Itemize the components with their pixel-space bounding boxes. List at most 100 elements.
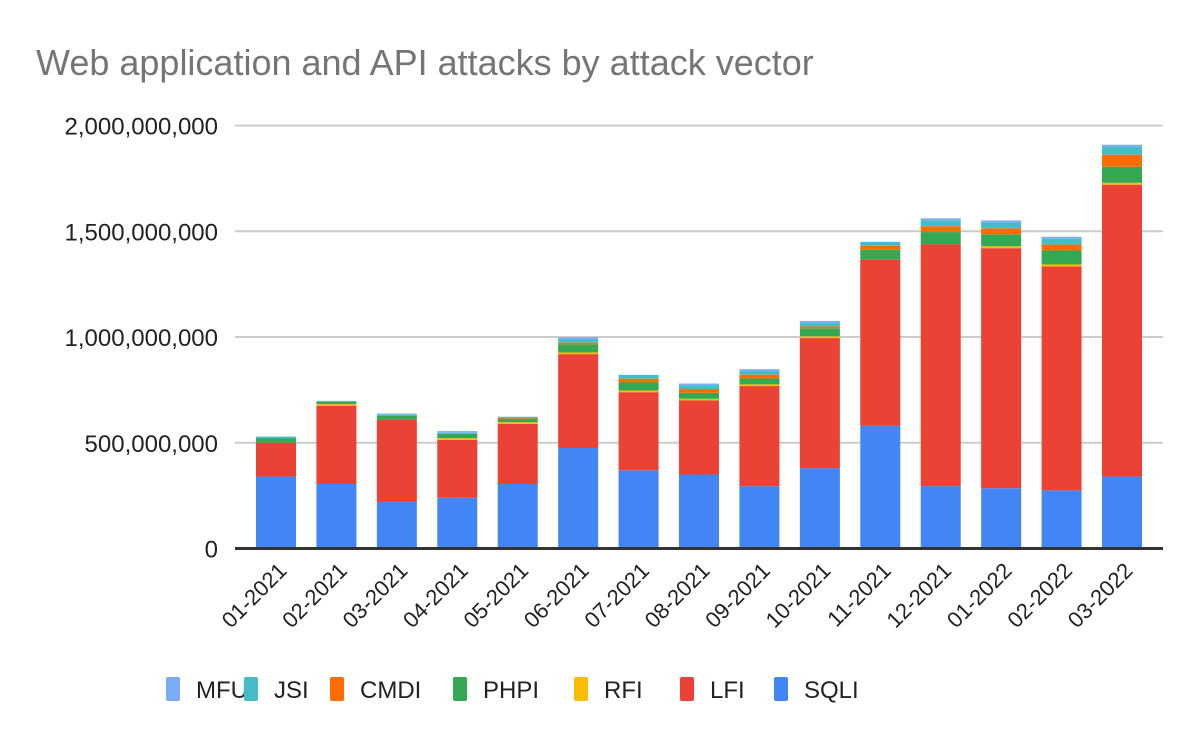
bar-segment-cmdi [1102,154,1143,167]
y-tick-label: 500,000,000 [85,431,218,458]
bar-segment-mfu [437,431,478,433]
bar-segment-sqli [376,501,417,549]
bar-segment-cmdi [618,378,659,383]
bar-segment-jsi [1041,238,1082,245]
bar-segment-phpi [437,433,478,439]
bar-segment-phpi [618,382,659,391]
bar-segment-mfu [1041,236,1082,239]
legend-swatch [680,677,694,701]
chart-title: Web application and API attacks by attac… [36,42,814,83]
bar-segment-jsi [981,222,1022,229]
bar-segment-jsi [920,220,961,227]
bar-segment-mfu [558,337,599,339]
bar-segment-mfu [376,413,417,415]
x-axis-ticks: 01-202102-202103-202104-202105-202106-20… [217,558,1138,633]
bar-segment-lfi [920,244,961,487]
bar-segment-phpi [1102,166,1143,183]
bar-segment-jsi [618,374,659,379]
legend-item-phpi: PHPI [453,677,539,704]
x-tick-label: 09-2021 [700,558,775,633]
bar-segment-mfu [920,218,961,221]
bar-segment-jsi [679,385,720,390]
legend-item-cmdi: CMDI [330,677,421,704]
x-tick-label: 02-2021 [277,558,352,633]
bar-segment-jsi [497,416,538,418]
bar-segment-mfu [981,220,1022,223]
bar-segment-cmdi [920,226,961,233]
legend-item-jsi: JSI [244,677,309,704]
bar-segment-lfi [256,442,296,477]
bar-segment-lfi [1041,266,1082,491]
bar-segment-phpi [376,415,417,420]
bar-segment-sqli [981,488,1022,549]
bar-segment-sqli [860,425,901,549]
bar-segment-lfi [376,419,417,502]
bar-segment-sqli [437,497,478,549]
x-tick-label: 06-2021 [519,558,594,633]
bar-segment-rfi [981,246,1022,249]
legend-label: RFI [604,677,643,704]
bar-segment-rfi [497,422,538,424]
legend-swatch [244,677,258,701]
bar-segment-sqli [799,468,840,549]
bar-segment-sqli [739,486,780,549]
bar-segment-cmdi [558,342,599,345]
legend: MFU JSI CMDI PHPI RFI LFI SQLI [166,677,859,704]
bar-segment-lfi [981,248,1022,489]
bar-segment-phpi [497,418,538,423]
y-axis-ticks: 0 500,000,000 1,000,000,000 1,500,000,000 2,… [65,114,218,564]
bar-stack-03-2022 [1102,144,1143,549]
bar-segment-jsi [799,322,840,327]
bar-segment-cmdi [860,245,901,250]
legend-label: MFU [196,677,248,704]
bar-segment-sqli [1041,490,1082,549]
bar-stack-04-2021 [437,431,478,549]
bar-segment-sqli [497,483,538,549]
bar-segment-phpi [920,232,961,245]
bar-segment-sqli [679,474,720,549]
bar-segment-jsi [316,400,357,402]
bar-segment-lfi [316,405,357,484]
bar-stack-10-2021 [799,320,840,549]
bar-segment-sqli [558,448,599,549]
bar-segment-cmdi [1041,244,1082,251]
bar-segment-jsi [1102,146,1143,155]
bar-segment-jsi [437,432,478,434]
bar-segment-phpi [799,328,840,337]
bar-segment-sqli [920,486,961,549]
bar-segment-jsi [376,414,417,416]
bar-stack-01-2022 [981,220,1022,549]
bar-segment-rfi [1041,264,1082,267]
bar-segment-cmdi [799,326,840,329]
bar-segment-phpi [679,392,720,399]
bar-segment-sqli [1102,476,1143,549]
bar-segment-phpi [1041,250,1082,265]
bar-stack-09-2021 [739,369,780,549]
bar-segment-sqli [618,470,659,549]
bar-segment-lfi [799,338,840,469]
legend-item-lfi: LFI [680,677,745,704]
y-tick-label: 2,000,000,000 [65,114,218,141]
bar-segment-sqli [316,483,357,549]
legend-label: CMDI [360,677,421,704]
bar-segment-lfi [618,392,659,471]
bar-segment-rfi [558,352,599,355]
bar-segment-jsi [256,436,296,439]
bar-segment-mfu [1102,144,1143,147]
bar-stack-03-2021 [376,413,417,549]
legend-swatch [453,677,467,701]
x-tick-label: 12-2021 [881,558,956,633]
x-tick-label: 03-2022 [1063,558,1138,633]
bar-segment-cmdi [981,228,1022,235]
bar-stack-02-2022 [1041,236,1082,549]
x-tick-label: 07-2021 [579,558,654,633]
x-tick-label: 01-2022 [942,558,1017,633]
bar-segment-jsi [860,241,901,246]
bar-segment-lfi [497,423,538,484]
bar-segment-phpi [739,378,780,385]
bar-segment-rfi [618,390,659,393]
bar-segment-lfi [860,259,901,426]
bar-segment-lfi [558,354,599,449]
legend-label: JSI [274,677,309,704]
